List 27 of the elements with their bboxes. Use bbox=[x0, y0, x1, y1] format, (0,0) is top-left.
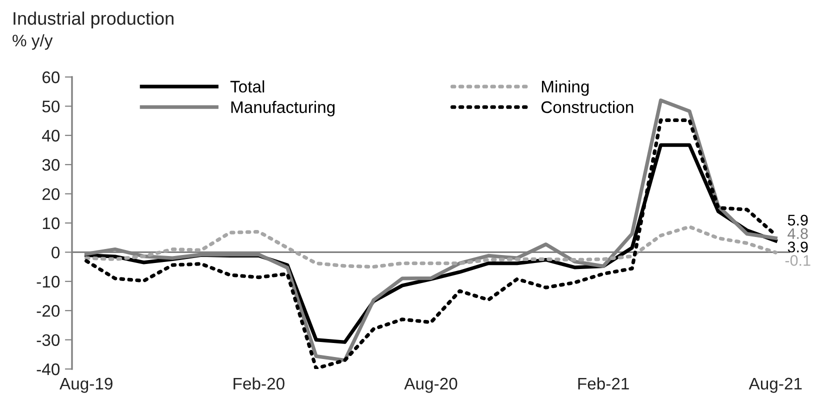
legend-label: Total bbox=[230, 80, 264, 93]
legend-label: Manufacturing bbox=[231, 100, 335, 116]
line-series bbox=[84, 224, 778, 269]
y-tick-label: 10 bbox=[42, 217, 60, 230]
x-tick-label: Aug-20 bbox=[404, 378, 458, 393]
y-tick-label: -20 bbox=[36, 305, 60, 317]
data-label: -0.1 bbox=[785, 255, 810, 266]
y-tick-label: 0 bbox=[52, 246, 60, 258]
x-tick-label: Feb-20 bbox=[234, 377, 284, 390]
y-tick-label: 30 bbox=[42, 159, 60, 171]
y-tick-label: -10 bbox=[36, 276, 60, 288]
y-tick-label: 40 bbox=[42, 130, 60, 142]
x-tick-label: Aug-21 bbox=[748, 378, 802, 393]
legend-label: Mining bbox=[542, 80, 589, 96]
y-tick-label: -30 bbox=[36, 334, 60, 346]
data-label: 3.9 bbox=[788, 242, 808, 252]
legend-label: Construction bbox=[541, 100, 634, 114]
chart-subtitle: % y/y bbox=[12, 34, 53, 50]
x-tick-label: Feb-21 bbox=[578, 377, 629, 390]
data-label: 5.9 bbox=[788, 214, 808, 226]
data-label: 4.8 bbox=[788, 228, 808, 239]
y-tick-label: 20 bbox=[42, 188, 60, 200]
chart-title: Industrial production bbox=[14, 12, 174, 28]
y-tick-label: 50 bbox=[42, 100, 60, 112]
y-tick-label: 60 bbox=[42, 71, 60, 84]
y-tick-label: -40 bbox=[36, 363, 60, 376]
x-tick-label: Aug-19 bbox=[60, 378, 112, 393]
